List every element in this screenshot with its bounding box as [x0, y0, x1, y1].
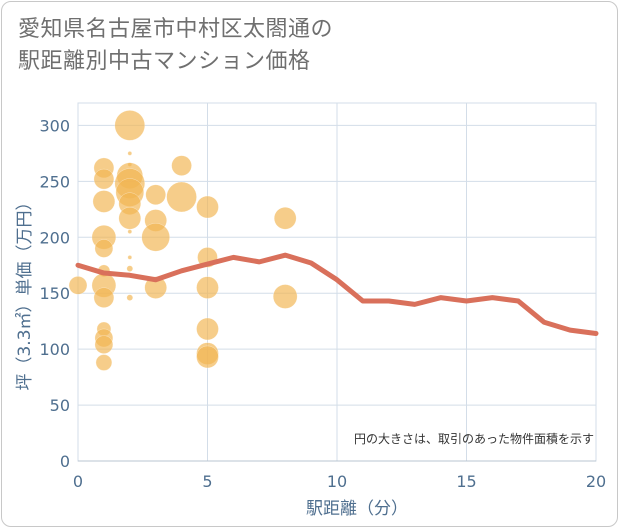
y-tick-label: 250: [39, 172, 70, 191]
data-bubble: [93, 287, 115, 308]
chart-title: 愛知県名古屋市中村区太閤通の 駅距離別中古マンション価格: [18, 14, 333, 78]
data-bubble: [141, 223, 170, 252]
chart-title-line2: 駅距離別中古マンション価格: [18, 49, 311, 74]
y-tick-label: 200: [39, 228, 70, 247]
y-tick-labels: 0 50 100 150 200 250 300: [39, 116, 70, 471]
x-tick-label: 0: [73, 472, 83, 491]
grid: [77, 102, 597, 462]
data-bubble: [68, 276, 88, 295]
data-bubble: [171, 155, 192, 176]
y-tick-label: 50: [50, 396, 70, 415]
x-tick-label: 10: [327, 472, 347, 491]
x-axis-label: 駅距離（分）: [306, 499, 408, 519]
data-bubble: [118, 206, 142, 230]
data-bubble: [114, 110, 146, 141]
data-bubble: [196, 345, 219, 369]
data-bubble: [94, 335, 114, 354]
chart-title-line1: 愛知県名古屋市中村区太閤通の: [18, 17, 334, 42]
data-bubble: [273, 206, 297, 230]
data-bubble: [144, 276, 167, 299]
y-tick-label: 150: [39, 284, 70, 303]
data-bubble: [126, 294, 134, 301]
y-axis-label: 坪（3.3㎡）単価（万円）: [15, 193, 35, 390]
data-bubble: [127, 229, 133, 234]
x-tick-label: 20: [586, 472, 606, 491]
data-bubble: [166, 181, 197, 213]
data-bubble: [145, 184, 166, 205]
x-tick-label: 5: [202, 472, 212, 491]
data-bubble: [196, 317, 219, 341]
data-bubble: [95, 354, 113, 371]
data-bubble: [127, 255, 133, 260]
data-bubble: [127, 151, 133, 156]
data-bubble: [196, 276, 219, 299]
data-bubble: [126, 265, 134, 272]
data-bubble: [92, 190, 116, 213]
trend-line: [75, 252, 599, 336]
x-tick-labels: 0 5 10 15 20: [73, 472, 606, 491]
data-bubble: [93, 168, 115, 190]
bubble-layer: [68, 110, 298, 371]
data-bubble: [272, 284, 298, 309]
data-bubble: [196, 195, 219, 219]
y-tick-label: 100: [39, 340, 70, 359]
chart-note: 円の大きさは、取引のあった物件面積を示す: [354, 431, 594, 446]
data-bubble: [94, 239, 114, 258]
y-tick-label: 300: [39, 116, 70, 135]
trend-layer: [75, 252, 599, 336]
y-tick-label: 0: [60, 452, 70, 471]
x-tick-label: 15: [456, 472, 476, 491]
